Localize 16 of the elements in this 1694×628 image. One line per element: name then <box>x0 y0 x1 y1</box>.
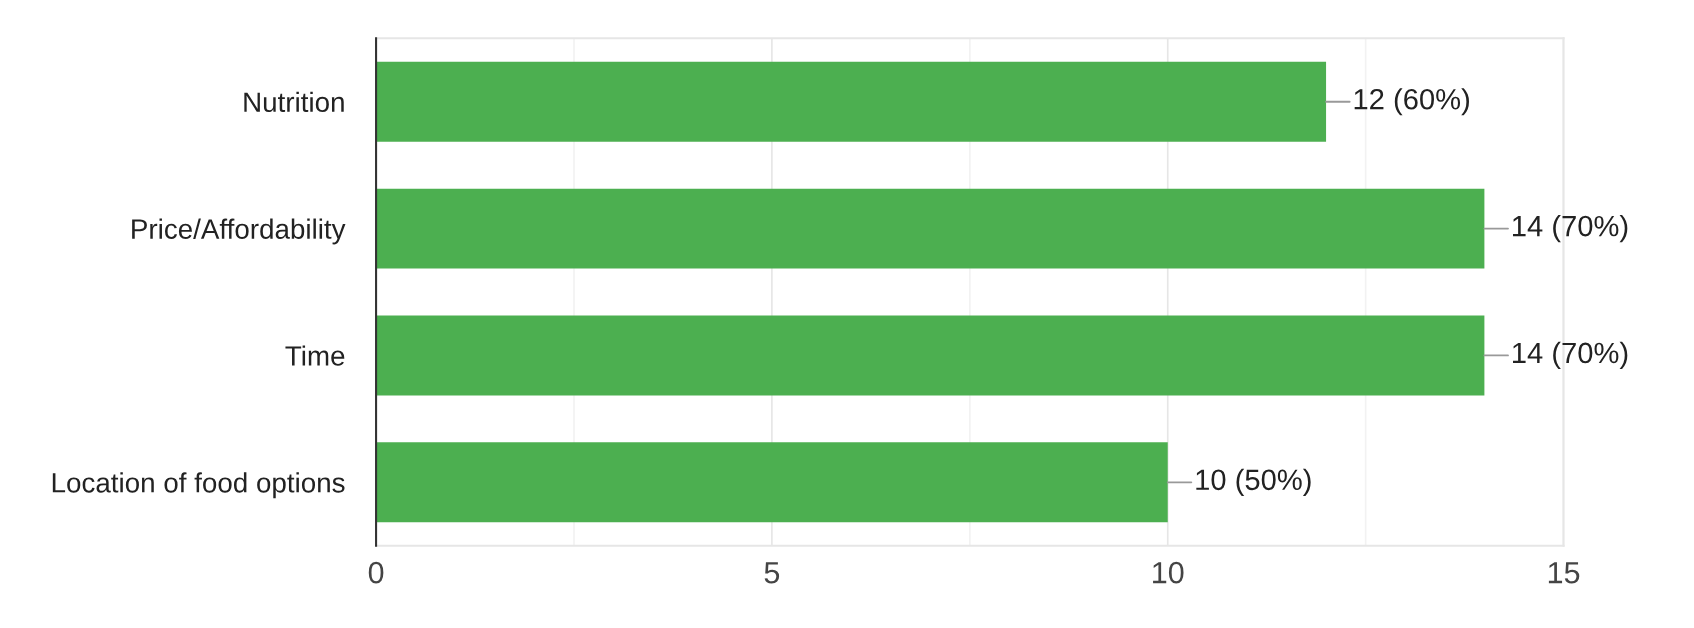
y-tick-label: Location of food options <box>52 472 345 499</box>
data-label: 10 (50%) <box>1196 468 1311 496</box>
bar <box>376 61 1327 142</box>
bar <box>376 188 1485 269</box>
x-tick-label: 5 <box>764 562 780 584</box>
x-tick-label: 10 <box>1153 561 1184 584</box>
data-label: 14 (70%) <box>1513 341 1628 370</box>
y-tick-label: Nutrition <box>244 91 344 113</box>
y-tick-label: Time <box>285 345 345 366</box>
x-tick-label: 15 <box>1548 562 1580 584</box>
bar <box>376 442 1168 523</box>
bar <box>376 315 1485 396</box>
data-label: 14 (70%) <box>1513 215 1628 243</box>
data-label: 12 (60%) <box>1354 88 1469 116</box>
x-tick-label: 0 <box>368 561 384 584</box>
y-tick-label: Price/Affordability <box>132 218 346 245</box>
